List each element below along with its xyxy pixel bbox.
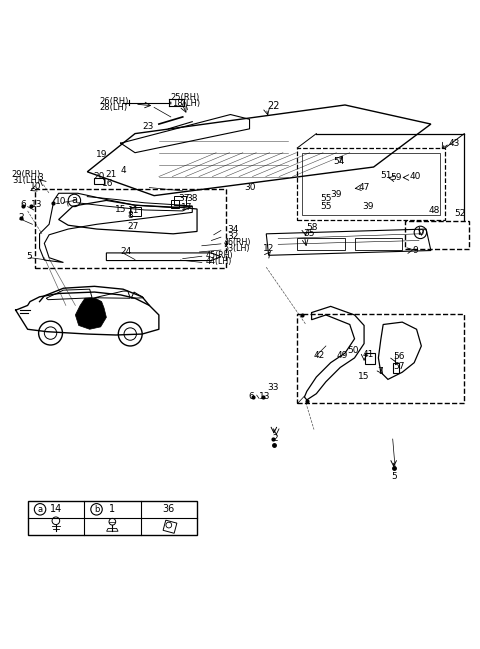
- Text: 6: 6: [249, 391, 254, 400]
- Text: 4: 4: [120, 166, 126, 175]
- Text: 3: 3: [37, 173, 43, 182]
- Text: 7: 7: [377, 367, 383, 376]
- Text: 33: 33: [268, 383, 279, 392]
- Bar: [355, 238, 402, 250]
- Text: 6: 6: [21, 200, 26, 209]
- Text: 48: 48: [429, 206, 440, 215]
- Text: 26(RH): 26(RH): [99, 97, 129, 106]
- Text: 52: 52: [454, 209, 465, 218]
- Text: 41: 41: [362, 350, 373, 359]
- Text: a: a: [37, 505, 43, 514]
- Text: 36: 36: [163, 504, 175, 514]
- Text: 10: 10: [30, 182, 42, 191]
- Bar: [297, 148, 445, 219]
- Text: 20: 20: [93, 172, 104, 181]
- Text: 51: 51: [381, 171, 392, 180]
- Text: 18(LH): 18(LH): [172, 99, 200, 108]
- Text: 53(LH): 53(LH): [224, 244, 250, 253]
- Text: 38: 38: [187, 194, 198, 203]
- Text: 11: 11: [128, 206, 140, 215]
- Text: 1: 1: [109, 504, 115, 514]
- Bar: [365, 353, 374, 363]
- Text: 22: 22: [268, 101, 280, 112]
- Text: 9: 9: [413, 246, 419, 255]
- Text: 35: 35: [303, 229, 314, 238]
- Text: 23: 23: [143, 123, 154, 132]
- Bar: [163, 520, 177, 533]
- Text: 50: 50: [347, 347, 359, 355]
- Bar: [393, 363, 399, 373]
- Text: 42: 42: [314, 350, 325, 360]
- Text: 39: 39: [362, 202, 373, 211]
- Text: 29(RH): 29(RH): [12, 169, 41, 178]
- Text: 30: 30: [245, 182, 256, 191]
- Bar: [405, 221, 469, 249]
- Bar: [297, 315, 464, 403]
- Text: 8: 8: [127, 211, 133, 220]
- Bar: [130, 207, 141, 215]
- Bar: [297, 238, 345, 250]
- Text: 58: 58: [306, 223, 317, 232]
- Text: 54: 54: [334, 157, 345, 165]
- Text: 37: 37: [178, 194, 190, 203]
- Bar: [174, 195, 186, 205]
- Text: 44(LH): 44(LH): [205, 257, 232, 266]
- Text: 31(LH): 31(LH): [12, 176, 40, 185]
- Text: 47: 47: [359, 182, 370, 191]
- Text: 2: 2: [273, 434, 278, 443]
- Polygon shape: [75, 298, 107, 329]
- Bar: [35, 190, 226, 268]
- Text: 56: 56: [394, 352, 405, 361]
- Text: a: a: [72, 195, 77, 206]
- Text: 40: 40: [409, 171, 421, 180]
- Text: 5: 5: [392, 472, 397, 481]
- Bar: [171, 201, 180, 208]
- Text: 32: 32: [228, 232, 239, 241]
- Text: 2: 2: [18, 213, 24, 221]
- Text: 13: 13: [259, 391, 271, 400]
- Text: b: b: [417, 227, 423, 238]
- Text: 39: 39: [331, 190, 342, 199]
- Text: 17: 17: [181, 202, 192, 212]
- Text: 28(LH): 28(LH): [99, 103, 127, 112]
- Text: 46(RH): 46(RH): [224, 238, 251, 247]
- Text: 55: 55: [320, 195, 332, 204]
- Text: 27: 27: [128, 222, 139, 231]
- Text: 15: 15: [115, 204, 126, 214]
- Text: 49: 49: [336, 350, 348, 360]
- Text: 43: 43: [448, 139, 459, 148]
- Text: 10: 10: [55, 197, 66, 206]
- Bar: [302, 153, 441, 215]
- Text: 34: 34: [228, 225, 239, 234]
- Text: 5: 5: [27, 252, 33, 262]
- Text: b: b: [94, 505, 99, 514]
- Text: 15: 15: [359, 373, 370, 382]
- Text: 21: 21: [106, 170, 117, 179]
- Text: 19: 19: [96, 150, 108, 159]
- Text: 14: 14: [50, 504, 62, 514]
- Text: 45(RH): 45(RH): [205, 251, 233, 260]
- Bar: [28, 501, 197, 535]
- Text: 16: 16: [102, 178, 113, 188]
- Text: 13: 13: [31, 200, 42, 209]
- Text: 55: 55: [320, 202, 332, 211]
- Text: 12: 12: [263, 243, 274, 252]
- Text: 25(RH): 25(RH): [171, 93, 200, 103]
- Text: 59: 59: [390, 173, 401, 182]
- Text: 24: 24: [120, 247, 132, 256]
- Text: 57: 57: [394, 361, 405, 371]
